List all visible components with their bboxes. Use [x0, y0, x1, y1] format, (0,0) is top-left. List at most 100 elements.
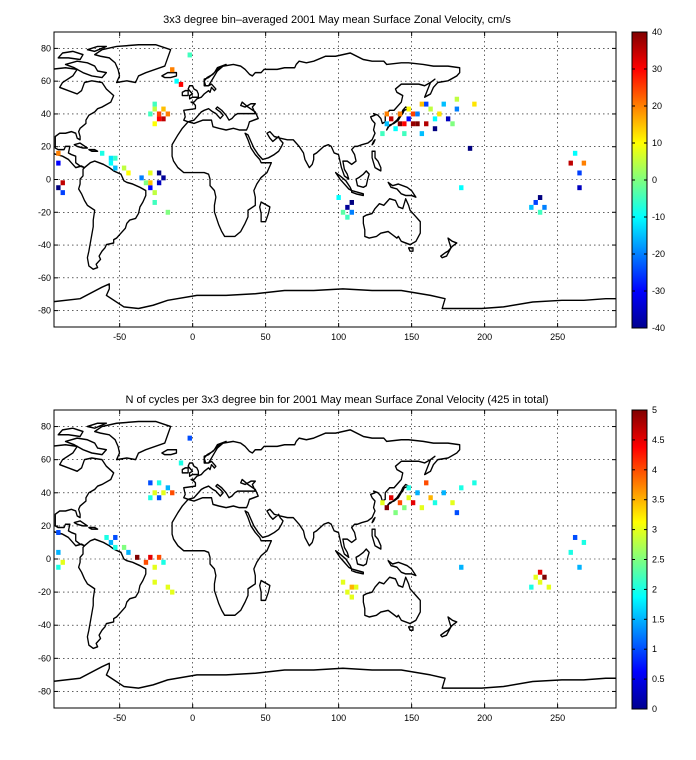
velocity-axis-ticks: -50 0 50 100 150 200 250 -80 -60 -40 -20 0 20 40 60 80 [38, 32, 616, 342]
data-bin [156, 480, 162, 486]
x-tick-label: -50 [113, 332, 126, 342]
data-bin [459, 185, 464, 191]
data-bin [60, 180, 65, 186]
data-bin [441, 490, 446, 496]
velocity-panel: 3x3 degree bin–averaged 2001 May mean Su… [38, 14, 665, 342]
y-tick-label: 0 [46, 554, 51, 564]
data-bin [406, 106, 411, 112]
colorbar-tick-label: -20 [652, 249, 665, 259]
colorbar-tick-label: -30 [652, 286, 665, 296]
data-bin [170, 67, 175, 73]
data-bin [60, 559, 65, 565]
data-bin [161, 559, 166, 565]
data-bin [415, 490, 420, 496]
data-bin [152, 564, 157, 570]
data-bin [402, 505, 407, 511]
x-tick-label: 50 [261, 713, 271, 723]
y-tick-label: 80 [41, 43, 51, 53]
data-bin [161, 175, 166, 181]
velocity-bins [56, 52, 587, 220]
data-bin [410, 500, 416, 506]
data-bin [472, 101, 477, 107]
data-bin [406, 495, 411, 501]
y-tick-label: -60 [38, 653, 51, 663]
data-bin [406, 485, 411, 491]
data-bin [99, 150, 105, 156]
data-bin [459, 485, 464, 491]
y-tick-label: -40 [38, 240, 51, 250]
y-tick-label: 60 [41, 455, 51, 465]
data-bin [56, 564, 61, 570]
x-tick-label: 250 [550, 713, 565, 723]
data-bin [577, 185, 582, 191]
data-bin [384, 111, 390, 117]
velocity-colorbar-ticks: -40 -30 -20 -10 0 10 20 30 40 [632, 27, 665, 333]
cycles-gridlines [54, 410, 616, 708]
y-tick-label: -80 [38, 686, 51, 696]
velocity-chart-title: 3x3 degree bin–averaged 2001 May mean Su… [163, 14, 511, 26]
data-bin [393, 510, 398, 516]
data-bin [410, 121, 416, 127]
x-tick-label: 250 [550, 332, 565, 342]
cycles-map [54, 420, 616, 689]
data-bin [349, 199, 354, 205]
data-bin [542, 574, 547, 580]
data-bin [572, 150, 578, 156]
data-bin [410, 111, 416, 117]
data-bin [432, 500, 438, 506]
data-bin [432, 116, 438, 122]
cycles-coastlines [54, 420, 616, 689]
data-bin [156, 111, 162, 117]
data-bin [349, 594, 354, 600]
data-bin [432, 126, 438, 132]
x-tick-label: 150 [404, 713, 419, 723]
x-tick-label: 200 [477, 713, 492, 723]
data-bin [537, 579, 543, 585]
data-bin [533, 574, 538, 580]
data-bin [143, 559, 149, 565]
data-bin [467, 145, 473, 151]
data-bin [143, 180, 149, 186]
colorbar-tick-label: 0 [652, 704, 657, 714]
data-bin [389, 495, 394, 501]
data-bin [148, 170, 153, 176]
data-bin [454, 106, 460, 112]
data-bin [135, 554, 140, 560]
x-tick-label: -50 [113, 713, 126, 723]
y-tick-label: 20 [41, 142, 51, 152]
data-bin [402, 121, 407, 127]
data-bin [113, 534, 118, 540]
data-bin [397, 121, 403, 127]
data-bin [165, 111, 171, 117]
colorbar-tick-label: 3 [652, 525, 657, 535]
cycles-bins [56, 435, 587, 600]
data-bin [340, 209, 346, 215]
cycles-colorbar-ticks: 0 0.5 1 1.5 2 2.5 3 3.5 4 4.5 5 [632, 405, 665, 714]
data-bin [121, 544, 127, 550]
data-bin [161, 106, 166, 112]
data-bin [441, 101, 446, 107]
data-bin [148, 554, 153, 560]
data-bin [340, 579, 346, 585]
y-tick-label: 0 [46, 175, 51, 185]
velocity-map [54, 43, 616, 310]
data-bin [152, 579, 157, 585]
data-bin [581, 160, 587, 166]
data-bin [139, 175, 144, 181]
data-bin [152, 490, 157, 496]
data-bin [402, 131, 407, 137]
data-bin [577, 564, 582, 570]
data-bin [472, 480, 477, 486]
y-tick-label: -20 [38, 587, 51, 597]
data-bin [353, 584, 359, 590]
data-bin [459, 564, 464, 570]
colorbar-tick-label: 4.5 [652, 435, 665, 445]
data-bin [345, 204, 350, 210]
cycles-colorbar: 0 0.5 1 1.5 2 2.5 3 3.5 4 4.5 5 [631, 405, 665, 714]
data-bin [187, 435, 192, 441]
data-bin [393, 126, 398, 132]
data-bin [60, 190, 65, 196]
data-bin [537, 569, 543, 575]
data-bin [108, 539, 114, 545]
